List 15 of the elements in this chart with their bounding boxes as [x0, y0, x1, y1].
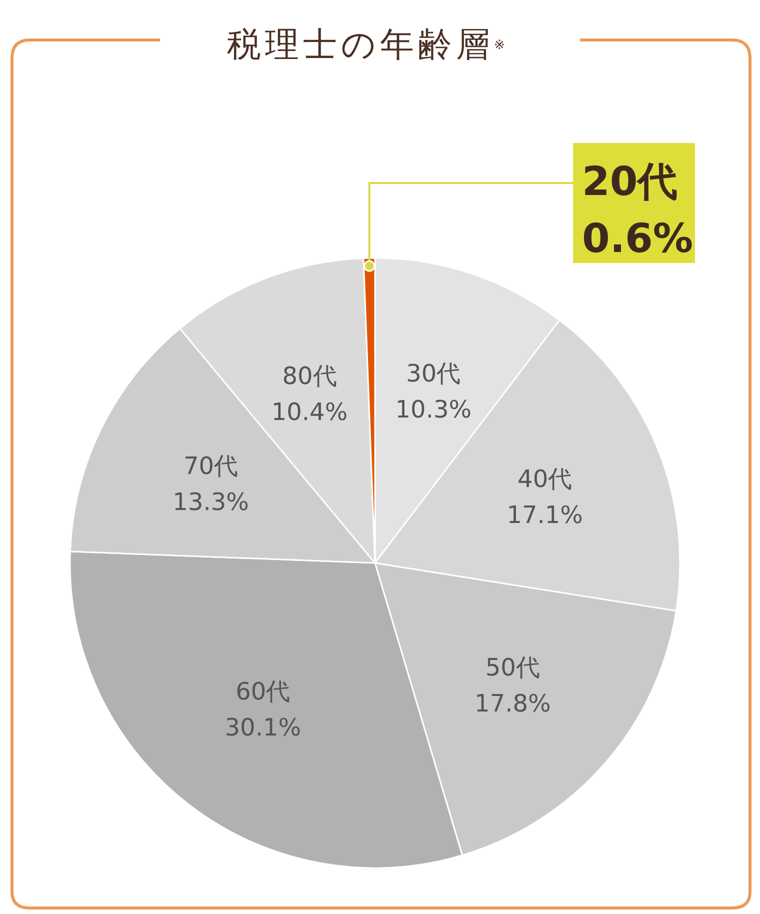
data-label: 13.3%	[172, 488, 249, 516]
slice-label: 80代	[282, 362, 337, 390]
slice-label: 50代	[485, 654, 540, 682]
slice-label: 20代	[582, 159, 678, 205]
slice-label: 30代	[406, 360, 461, 388]
data-label: 0.6%	[582, 216, 693, 262]
slice-label: 40代	[518, 464, 572, 493]
data-label: 30.1%	[224, 714, 302, 742]
data-label: 10.4%	[271, 398, 348, 426]
data-label: 17.8%	[474, 690, 551, 718]
slice-label: 70代	[184, 452, 238, 480]
data-label: 17.1%	[506, 500, 583, 529]
slice-label: 60代	[236, 678, 290, 706]
chart-title: 税理士の年齢層$^{※}$	[227, 25, 509, 65]
data-label: 10.3%	[395, 396, 472, 424]
